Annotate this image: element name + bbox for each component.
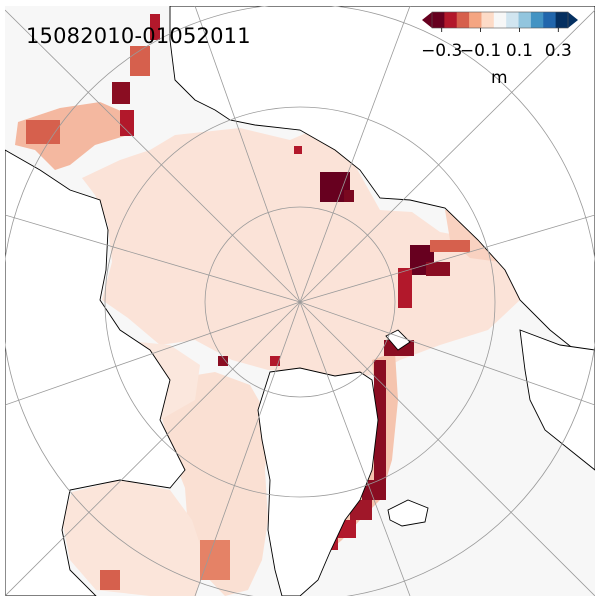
svalbard <box>385 329 411 351</box>
greenland <box>257 367 379 596</box>
colorbar-tick-marks <box>441 28 559 32</box>
colorbar-cell <box>493 12 507 28</box>
scandinavia <box>519 329 595 471</box>
bering-chukchi-anomaly-region <box>15 102 130 170</box>
colorbar-extend-low <box>422 12 432 28</box>
colorbar-tick-label: −0.3 <box>421 41 463 61</box>
colorbar-cell <box>543 12 557 28</box>
colorbar-extend-high <box>568 12 578 28</box>
colorbar-gradient <box>432 12 569 28</box>
colorbar-tick-label: −0.1 <box>459 41 502 61</box>
map-title: 15082010-01052011 <box>26 24 251 48</box>
iceland <box>387 499 429 527</box>
landmasses <box>5 6 595 596</box>
eurasia <box>169 6 595 361</box>
colorbar-cell <box>506 12 520 28</box>
colorbar-cell <box>432 12 445 28</box>
colorbar-cell <box>530 12 544 28</box>
colorbar-tick-label: 0.1 <box>505 41 533 61</box>
colorbar-cell <box>456 12 470 28</box>
colorbar-cell <box>469 12 482 28</box>
colorbar-cell <box>518 12 532 28</box>
graticule <box>5 6 595 596</box>
colorbar-cell <box>555 12 569 28</box>
colorbar-frame <box>431 11 569 29</box>
arctic-basin-anomaly-region <box>82 128 520 380</box>
hudson-bay-anomaly-region <box>62 480 205 596</box>
baffin-bay-anomaly-region <box>160 372 270 596</box>
colorbar-tick-label: 0.3 <box>544 41 572 61</box>
colorbar-cell <box>444 12 458 28</box>
colorbar-unit: m <box>491 68 508 88</box>
strong-anomaly-cells <box>26 14 590 590</box>
colorbar <box>422 11 578 32</box>
colorbar-cell <box>481 12 495 28</box>
north-america <box>5 149 186 596</box>
